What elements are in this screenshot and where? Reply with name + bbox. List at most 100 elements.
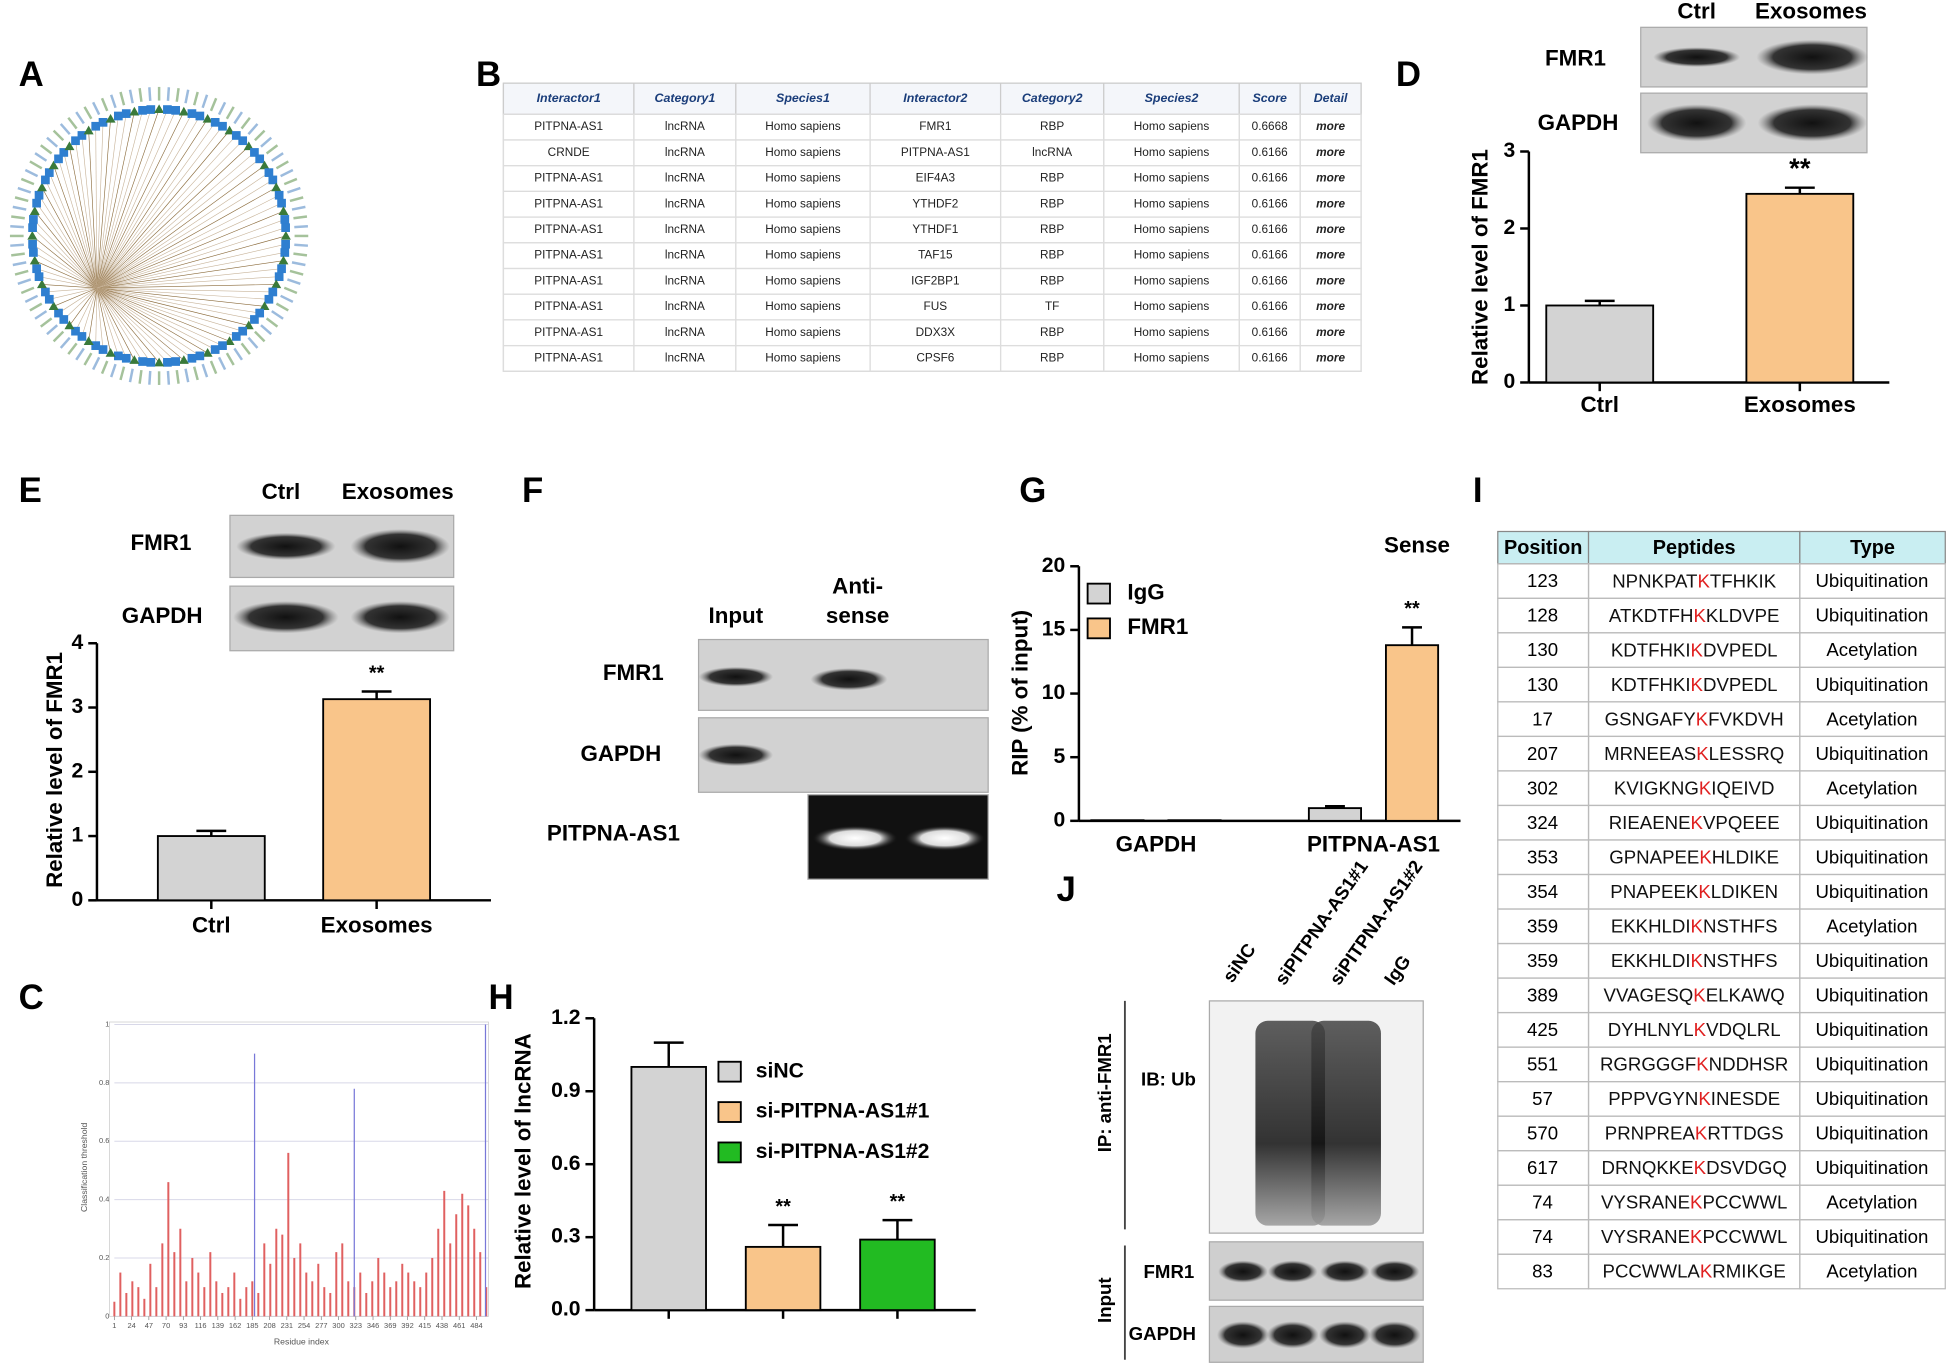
network-edge [96,287,168,363]
band [1369,1260,1420,1283]
x-tick-label: 116 [195,1321,207,1330]
panel-label: C [19,979,44,1017]
y-tick-label: 0 [105,1311,109,1320]
legend-label: FMR1 [1127,614,1188,639]
cell-text: 0.6166 [1252,145,1289,159]
network-node [277,198,286,208]
peptide: PNAPEEKKLDIKEN [1610,881,1778,902]
cell-text: Homo sapiens [1134,222,1210,236]
network-edge [96,219,285,289]
network-label-mark [109,94,117,109]
x-axis-label: Residue index [274,1337,330,1347]
legend-swatch [717,1141,742,1164]
network-node [29,215,38,224]
network-node [105,113,116,123]
network-node [218,341,227,350]
lane-label: Exosomes [342,479,454,504]
network-label-mark [260,136,273,148]
network-edge [96,287,249,326]
network-edge [69,146,98,289]
peptide-part: TFHKIK [1710,570,1777,591]
network-node [280,215,290,224]
network-node [268,287,278,297]
network-node [250,315,259,324]
cell-text: RBP [1040,222,1064,236]
smear [1255,1020,1326,1226]
network-node [243,141,254,151]
network-edge [96,287,237,337]
network-label-mark [291,261,306,267]
cell-text: more [1316,119,1345,133]
network-label-mark [34,310,48,320]
type: Ubiquitination [1815,950,1928,971]
cell-text: 0.6166 [1252,351,1289,365]
network-edge [96,110,176,289]
peptide-part: EKKHLDI [1611,915,1691,936]
network-edge [49,287,98,300]
y-tick-label: 0.8 [99,1078,109,1087]
network-label-mark [240,116,251,130]
peptide: PCCWWLAKRMIKGE [1603,1261,1786,1282]
cell-text: 0.6166 [1252,196,1289,210]
cell-text: YTHDF1 [912,222,958,236]
network-edge [96,287,269,300]
network-node [36,182,47,192]
network-label-mark [209,97,218,112]
cell-text: IGF2BP1 [911,273,960,287]
legend-swatch [1086,582,1111,605]
network-label-mark [109,363,117,378]
peptide-part: RMIKGE [1712,1261,1786,1282]
header-cell [633,82,737,115]
network-node [32,198,41,208]
network-label-mark [275,302,289,312]
band [698,743,774,767]
network-edge [96,288,104,350]
network-edge [96,288,119,356]
network-node [278,255,289,265]
network-edge [96,109,168,289]
network-node [64,141,75,151]
bar [744,1245,822,1312]
peptide-part: NPNKPAT [1612,570,1697,591]
x-tick-label: 461 [453,1321,465,1330]
y-tick-label: 0.6 [551,1152,580,1175]
peptide-part: ELKAWQ [1706,984,1785,1005]
network-label-mark [10,224,24,229]
network-node [98,117,108,127]
network-node [121,109,131,118]
legend-swatch [717,1060,742,1083]
peptide-part: VYSRANE [1601,1226,1690,1247]
peptide-part: K [1693,605,1706,626]
type: Acetylation [1826,639,1917,660]
x-tick-label: 369 [384,1321,396,1330]
peptide-part: K [1695,1123,1708,1144]
y-axis-label: RIP (% of input) [1008,610,1033,776]
x-tick-label: 277 [315,1321,327,1330]
network-label-mark [100,97,109,112]
header-text: Species2 [1145,91,1199,105]
peptide: EKKHLDIKNSTHFS [1611,950,1778,971]
y-tick-label: 2 [72,759,84,782]
network-node [255,154,265,164]
network-node [41,287,50,297]
plot-frame [109,1021,489,1317]
network-node [178,106,189,116]
network-label-mark [192,91,199,106]
peptide-part: K [1691,915,1704,936]
network-edge [36,202,98,289]
type: Ubiquitination [1815,1157,1928,1178]
network-label-mark [289,196,304,203]
network-edge [96,287,216,350]
network-edge [34,260,98,289]
cell [1299,344,1362,372]
x-tick-label: 438 [436,1321,448,1330]
network-node [54,308,63,318]
band [350,601,450,634]
header-text: Peptides [1653,537,1736,559]
peptide-part: K [1699,846,1712,867]
x-tick-label: Exosomes [1744,392,1856,417]
cell-text: Homo sapiens [1134,196,1210,210]
panel-label: I [1473,472,1483,510]
network-edge [96,227,286,289]
network-edge [96,288,111,354]
